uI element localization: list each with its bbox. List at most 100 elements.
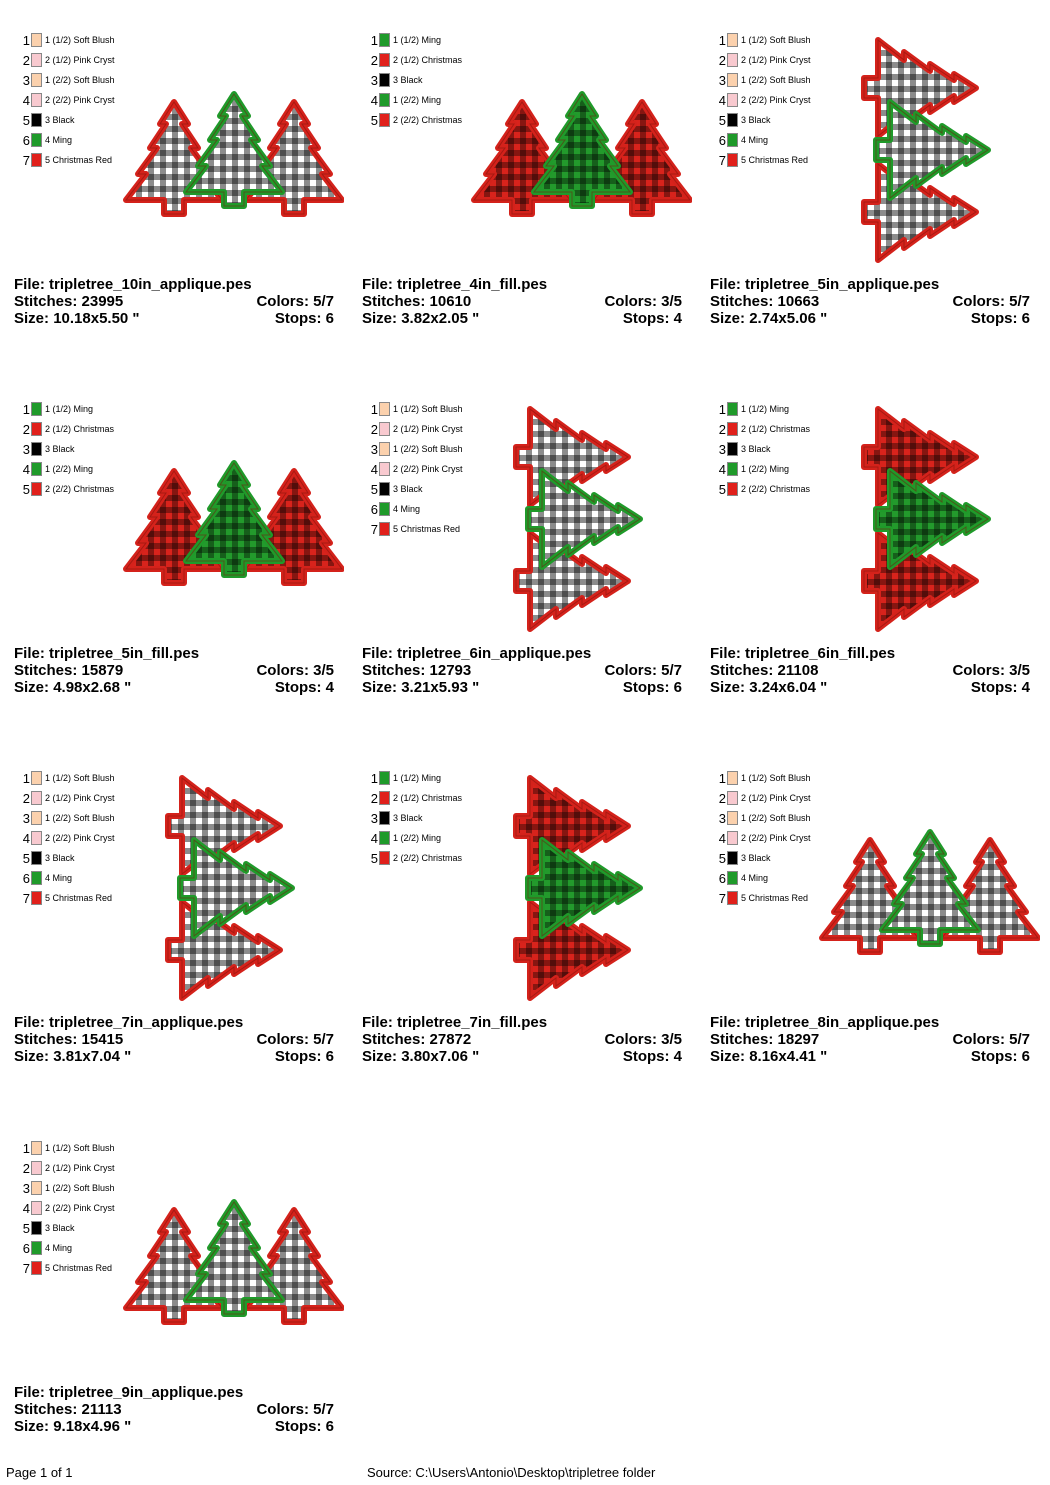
file-label: File: xyxy=(362,1014,393,1031)
file-info: File: tripletree_8in_applique.pes Stitche… xyxy=(710,1014,1030,1065)
legend-label: 1 (2/2) Ming xyxy=(393,833,442,843)
color-swatch xyxy=(727,153,738,167)
color-swatch xyxy=(31,442,42,456)
color-swatch xyxy=(31,73,42,87)
stitches-value: 21108 xyxy=(777,662,819,679)
size-value: 4.98x2.68 " xyxy=(53,679,132,696)
legend-label: 1 (2/2) Soft Blush xyxy=(741,813,811,823)
design-preview xyxy=(362,768,692,1008)
size-value: 9.18x4.96 " xyxy=(53,1418,132,1435)
color-swatch xyxy=(31,771,42,785)
legend-label: 3 Black xyxy=(45,115,75,125)
legend-item: 4 2 (2/2) Pink Cryst xyxy=(712,828,821,848)
legend-number: 5 xyxy=(718,481,726,497)
color-swatch xyxy=(379,113,390,127)
legend-number: 4 xyxy=(22,1200,30,1216)
legend-label: 2 (1/2) Christmas xyxy=(741,424,811,434)
file-row: File: tripletree_5in_applique.pes xyxy=(710,276,1030,293)
colors-value: 5/7 xyxy=(313,1401,334,1418)
file-row: File: tripletree_4in_fill.pes xyxy=(362,276,682,293)
design-card: 1 1 (1/2) Ming 2 2 (1/2) Christmas 3 3 Black 4… xyxy=(362,768,692,1108)
legend-item: 3 3 Black xyxy=(364,70,473,90)
legend-item: 3 1 (2/2) Soft Blush xyxy=(16,70,125,90)
color-swatch xyxy=(31,462,42,476)
legend-item: 4 1 (2/2) Ming xyxy=(16,459,125,479)
tree-center xyxy=(186,1202,282,1314)
legend-item: 1 1 (1/2) Soft Blush xyxy=(16,1138,125,1158)
legend-number: 7 xyxy=(370,521,378,537)
color-swatch xyxy=(31,871,42,885)
legend-number: 4 xyxy=(370,92,378,108)
legend-number: 5 xyxy=(22,481,30,497)
stitches-row: Stitches: 21113 Colors: 5/7 xyxy=(14,1401,334,1418)
legend-label: 2 (1/2) Pink Cryst xyxy=(45,1163,115,1173)
color-swatch xyxy=(31,153,42,167)
size-row: Size: 3.24x6.04 " Stops: 4 xyxy=(710,679,1030,696)
legend-label: 4 Ming xyxy=(393,504,421,514)
legend-item: 4 1 (2/2) Ming xyxy=(364,90,473,110)
file-label: File: xyxy=(362,645,393,662)
legend-number: 7 xyxy=(22,1260,30,1276)
colors-value: 3/5 xyxy=(661,1031,682,1048)
file-row: File: tripletree_8in_applique.pes xyxy=(710,1014,1030,1031)
size-row: Size: 4.98x2.68 " Stops: 4 xyxy=(14,679,334,696)
stitches-label: Stitches: xyxy=(14,1401,78,1418)
file-row: File: tripletree_5in_fill.pes xyxy=(14,645,334,662)
legend-number: 4 xyxy=(22,830,30,846)
color-swatch xyxy=(727,791,738,805)
legend-label: 5 Christmas Red xyxy=(45,1263,113,1273)
size-value: 10.18x5.50 " xyxy=(53,310,140,327)
file-info: File: tripletree_7in_applique.pes Stitche… xyxy=(14,1014,334,1065)
color-swatch xyxy=(31,811,42,825)
legend-item: 3 1 (2/2) Soft Blush xyxy=(16,1178,125,1198)
design-preview xyxy=(14,1138,344,1378)
color-swatch xyxy=(727,53,738,67)
legend-item: 6 4 Ming xyxy=(16,868,125,888)
design-preview xyxy=(14,30,344,270)
legend-label: 5 Christmas Red xyxy=(45,155,113,165)
legend-number: 4 xyxy=(718,461,726,477)
legend-number: 4 xyxy=(22,92,30,108)
colors-value: 3/5 xyxy=(1009,662,1030,679)
legend-item: 3 1 (2/2) Soft Blush xyxy=(364,439,473,459)
legend-number: 7 xyxy=(718,890,726,906)
stitches-value: 12793 xyxy=(429,662,472,679)
design-preview xyxy=(710,399,1040,639)
design-card: 1 1 (1/2) Soft Blush 2 2 (1/2) Pink Cryst 3 1… xyxy=(14,1138,344,1478)
file-name: tripletree_7in_fill.pes xyxy=(397,1014,548,1031)
stitches-row: Stitches: 15415 Colors: 5/7 xyxy=(14,1031,334,1048)
design-preview xyxy=(14,399,344,639)
legend-number: 2 xyxy=(22,421,30,437)
file-row: File: tripletree_6in_fill.pes xyxy=(710,645,1030,662)
legend-number: 2 xyxy=(370,790,378,806)
color-legend: 1 1 (1/2) Soft Blush 2 2 (1/2) Pink Cryst 3 1… xyxy=(712,768,821,908)
color-swatch xyxy=(727,811,738,825)
file-name: tripletree_8in_applique.pes xyxy=(745,1014,940,1031)
file-label: File: xyxy=(14,645,45,662)
color-legend: 1 1 (1/2) Soft Blush 2 2 (1/2) Pink Cryst 3 1… xyxy=(16,1138,125,1278)
file-row: File: tripletree_7in_fill.pes xyxy=(362,1014,682,1031)
size-value: 3.82x2.05 " xyxy=(401,310,480,327)
legend-label: 2 (1/2) Pink Cryst xyxy=(45,55,115,65)
legend-number: 1 xyxy=(22,32,30,48)
legend-label: 2 (2/2) Pink Cryst xyxy=(741,95,811,105)
legend-number: 1 xyxy=(22,401,30,417)
stitches-label: Stitches: xyxy=(710,1031,774,1048)
legend-item: 4 2 (2/2) Pink Cryst xyxy=(712,90,821,110)
legend-number: 3 xyxy=(718,810,726,826)
legend-item: 7 5 Christmas Red xyxy=(712,150,821,170)
color-swatch xyxy=(31,402,42,416)
legend-label: 1 (1/2) Soft Blush xyxy=(393,404,463,414)
colors-value: 5/7 xyxy=(1009,1031,1030,1048)
legend-label: 1 (1/2) Soft Blush xyxy=(45,1143,115,1153)
tree-center xyxy=(534,94,630,206)
legend-label: 1 (1/2) Soft Blush xyxy=(741,35,811,45)
file-label: File: xyxy=(14,1014,45,1031)
legend-item: 3 1 (2/2) Soft Blush xyxy=(712,70,821,90)
legend-number: 7 xyxy=(22,890,30,906)
file-name: tripletree_6in_fill.pes xyxy=(745,645,896,662)
colors-label: Colors: xyxy=(952,293,1005,310)
legend-number: 5 xyxy=(370,481,378,497)
color-swatch xyxy=(31,891,42,905)
color-swatch xyxy=(31,1241,42,1255)
